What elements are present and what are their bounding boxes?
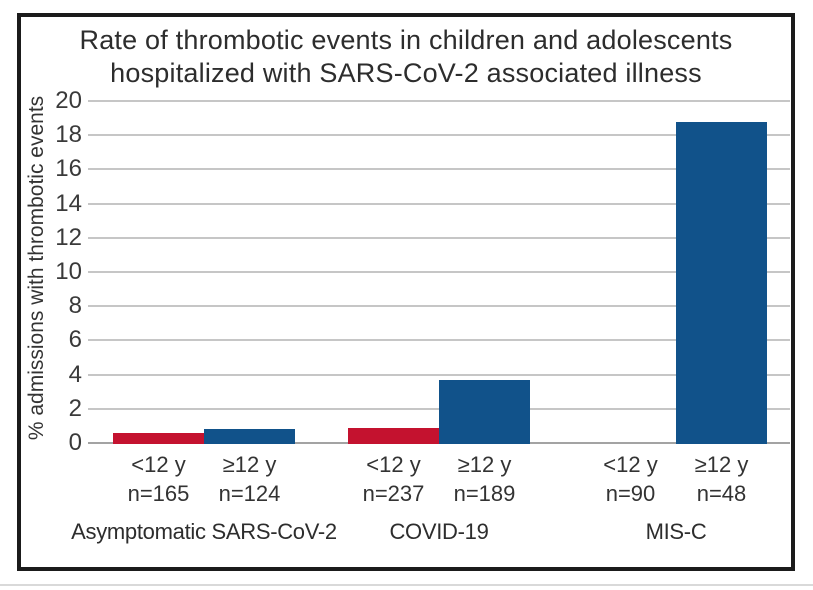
bar-age-label: <12 y bbox=[366, 452, 421, 477]
bar-age-label: ≥12 y bbox=[457, 452, 512, 477]
page-bottom-divider bbox=[0, 584, 813, 586]
y-tick-label: 20 bbox=[55, 87, 82, 114]
gridline bbox=[88, 134, 790, 137]
gridline bbox=[88, 373, 790, 376]
bar-age-label: ≥12 y bbox=[222, 452, 277, 477]
group-label: Asymptomatic SARS-CoV-2 bbox=[71, 519, 337, 544]
chart-title-line-2: hospitalized with SARS-CoV-2 associated … bbox=[110, 58, 702, 88]
y-tick-label: 12 bbox=[55, 223, 82, 251]
gridline bbox=[88, 305, 790, 308]
y-tick-label: 16 bbox=[55, 155, 82, 183]
bar-n-label: n=90 bbox=[605, 481, 656, 506]
bar-age-label: ≥12 y bbox=[694, 452, 749, 477]
chart-title-line-1: Rate of thrombotic events in children an… bbox=[79, 25, 733, 55]
y-tick-label: 18 bbox=[55, 121, 82, 149]
y-tick-label: 8 bbox=[68, 292, 82, 320]
gridline bbox=[88, 168, 790, 171]
bar-age-label: <12 y bbox=[131, 452, 186, 477]
bar-age-label: <12 y bbox=[603, 452, 658, 477]
bar bbox=[348, 428, 439, 444]
bar bbox=[113, 433, 204, 444]
chart-frame bbox=[17, 13, 795, 571]
bar bbox=[439, 380, 530, 444]
chart-title: Rate of thrombotic events in children an… bbox=[21, 24, 791, 90]
gridline bbox=[88, 339, 790, 342]
y-tick-label: 14 bbox=[55, 189, 82, 217]
y-tick-label: 4 bbox=[68, 360, 82, 388]
bar-n-label: n=237 bbox=[362, 481, 425, 506]
group-label: COVID-19 bbox=[389, 519, 489, 544]
y-tick-label: 10 bbox=[55, 258, 82, 285]
gridline bbox=[88, 202, 790, 205]
bar-n-label: n=48 bbox=[696, 481, 747, 506]
gridline bbox=[88, 100, 790, 102]
y-tick-label: 6 bbox=[68, 326, 82, 354]
bar-n-label: n=189 bbox=[453, 481, 516, 506]
y-tick-label: 2 bbox=[68, 394, 82, 422]
bar-n-label: n=124 bbox=[218, 481, 281, 506]
bar bbox=[676, 122, 767, 444]
y-tick-label: 0 bbox=[68, 429, 82, 456]
group-label: MIS-C bbox=[645, 519, 707, 544]
bar-n-label: n=165 bbox=[127, 481, 190, 506]
gridline bbox=[88, 271, 790, 273]
bar bbox=[204, 429, 295, 444]
gridline bbox=[88, 236, 790, 239]
